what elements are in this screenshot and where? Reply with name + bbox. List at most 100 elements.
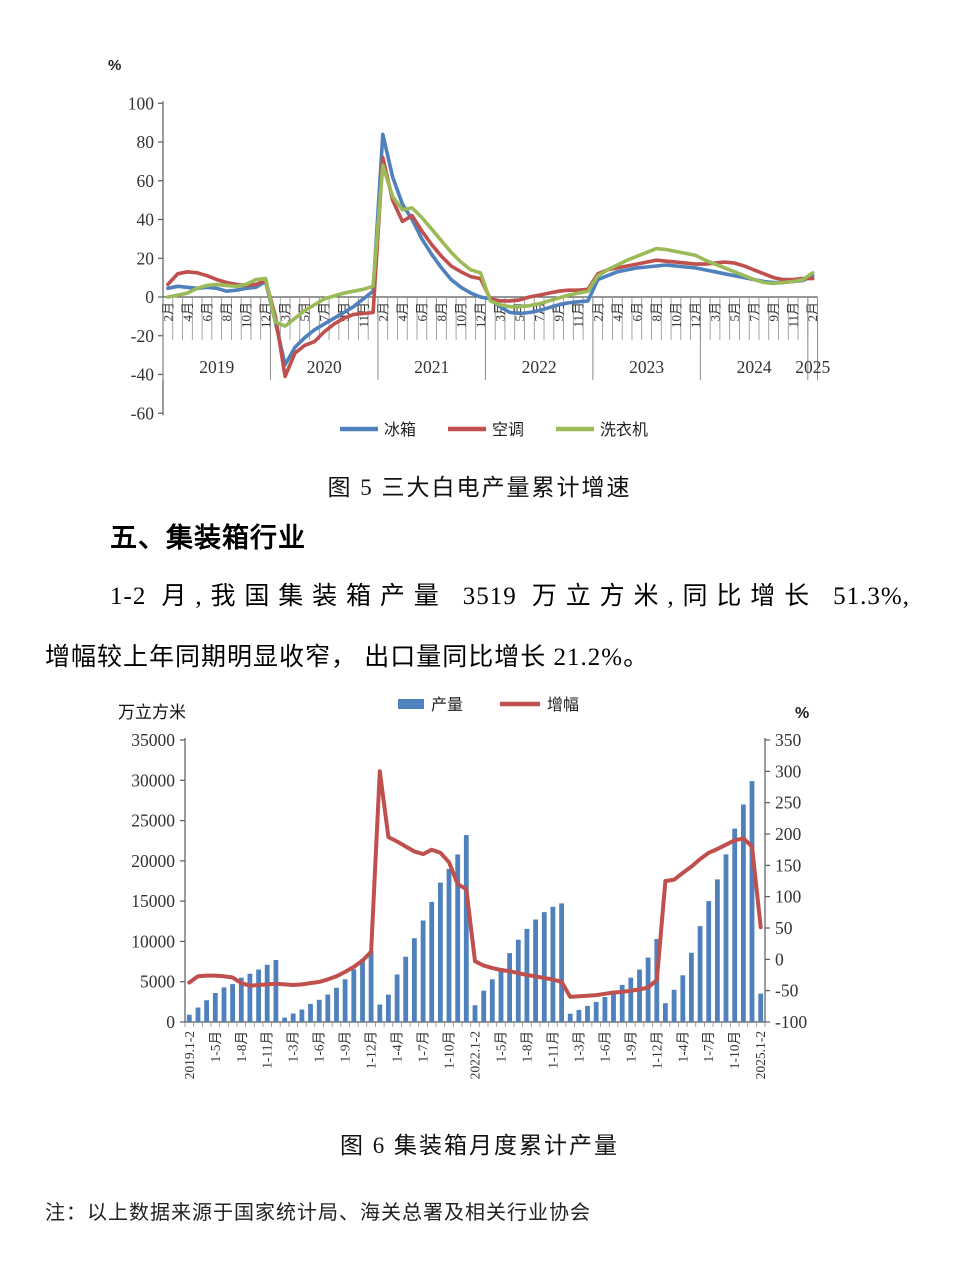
svg-text:300: 300: [775, 761, 802, 781]
bar: [368, 951, 374, 1022]
bar: [186, 1014, 192, 1022]
bar: [342, 979, 348, 1022]
bar: [515, 939, 521, 1022]
bar: [619, 984, 625, 1022]
svg-text:2025.1-2: 2025.1-2: [753, 1031, 768, 1079]
svg-text:30000: 30000: [131, 770, 175, 790]
svg-text:-20: -20: [131, 326, 155, 346]
svg-text:100: 100: [775, 887, 802, 907]
svg-text:350: 350: [775, 730, 802, 750]
svg-text:7月: 7月: [317, 302, 332, 322]
svg-text:0: 0: [166, 1012, 175, 1032]
svg-text:35000: 35000: [131, 730, 175, 750]
bar: [585, 1005, 590, 1022]
svg-text:10月: 10月: [239, 302, 254, 328]
svg-text:60: 60: [137, 171, 155, 191]
svg-text:8月: 8月: [649, 302, 664, 322]
bar: [238, 977, 244, 1022]
svg-text:1-4月: 1-4月: [390, 1031, 405, 1063]
fig6-line-growth: [187, 769, 763, 999]
bar: [247, 973, 253, 1022]
svg-text:15000: 15000: [131, 891, 175, 911]
svg-text:7月: 7月: [747, 302, 762, 322]
fig6-right-axis-unit: %: [795, 705, 809, 722]
fig6-left-axis-unit: 万立方米: [118, 703, 186, 722]
legend-label-aircon: 空调: [492, 421, 524, 439]
fig5-line-washer: [166, 163, 815, 328]
bar: [308, 1003, 313, 1022]
bar: [637, 969, 642, 1022]
svg-text:4月: 4月: [180, 302, 195, 322]
svg-text:12月: 12月: [258, 302, 273, 328]
svg-text:-50: -50: [775, 981, 799, 1001]
figure5-chart: 100 80 60 40 20 0 -20 -40 -60% 2月 4月 6月 8月 10月 12月 3月 5月…: [0, 40, 959, 460]
fig5-year-label: 2023: [629, 357, 664, 377]
fig5-year-label: 2025: [795, 357, 830, 377]
svg-text:250: 250: [775, 793, 802, 813]
bar: [567, 1013, 573, 1022]
svg-text:2月: 2月: [805, 302, 820, 322]
svg-text:1-12月: 1-12月: [649, 1031, 664, 1069]
bar: [645, 957, 651, 1022]
bar: [749, 781, 755, 1022]
svg-text:1-8月: 1-8月: [519, 1031, 534, 1063]
fig6-x-axis: 2019.1-2 1-5月 1-8月 1-11月 1-3月 1-6月 1-9月 1-12月 1-…: [182, 1021, 768, 1079]
fig5-year-label: 2019: [199, 357, 234, 377]
bar: [446, 868, 452, 1022]
svg-text:50: 50: [775, 918, 793, 938]
svg-text:1-5月: 1-5月: [493, 1031, 508, 1063]
svg-text:0: 0: [775, 949, 784, 969]
svg-text:20: 20: [137, 248, 155, 268]
svg-text:4月: 4月: [395, 302, 410, 322]
bar: [723, 854, 729, 1022]
svg-text:11月: 11月: [571, 302, 586, 328]
legend-label-growth: 增幅: [547, 696, 579, 714]
svg-text:0: 0: [145, 287, 154, 307]
bar: [706, 901, 712, 1022]
bar: [377, 1004, 383, 1022]
bar: [541, 912, 547, 1022]
svg-text:6月: 6月: [414, 302, 429, 322]
bar: [334, 987, 339, 1022]
body-paragraph-line-2: 增幅较上年同期明显收窄， 出口量同比增长 21.2%。: [45, 644, 650, 671]
fig6-legend: 产量 增幅: [398, 696, 579, 714]
bar: [472, 1005, 478, 1022]
container-production-combo-chart: 35000 30000 25000 20000 15000 10000 5000 0 万立方米 3…: [118, 696, 809, 1079]
bar: [507, 953, 512, 1022]
bar: [230, 984, 235, 1022]
svg-text:12月: 12月: [688, 302, 703, 328]
bar: [195, 1007, 201, 1022]
bar: [715, 879, 720, 1022]
bar: [559, 903, 564, 1022]
bar: [481, 990, 487, 1022]
bar: [273, 960, 279, 1022]
svg-text:1-9月: 1-9月: [338, 1031, 353, 1063]
svg-text:1-6月: 1-6月: [312, 1031, 327, 1063]
svg-text:1-3月: 1-3月: [286, 1031, 301, 1063]
svg-text:1-6月: 1-6月: [597, 1031, 612, 1063]
svg-text:1-5月: 1-5月: [208, 1031, 223, 1063]
svg-text:3月: 3月: [708, 302, 723, 322]
svg-text:1-11月: 1-11月: [545, 1031, 560, 1069]
bar: [533, 919, 538, 1022]
bar: [420, 920, 426, 1022]
bar: [316, 999, 322, 1022]
bar: [299, 1009, 305, 1022]
bar: [489, 979, 495, 1022]
bar: [212, 993, 218, 1022]
bar: [360, 959, 365, 1022]
svg-text:6月: 6月: [629, 302, 644, 322]
bar: [264, 964, 270, 1022]
svg-text:5月: 5月: [727, 302, 742, 322]
bar: [602, 997, 608, 1022]
bar: [455, 854, 461, 1022]
bar: [628, 977, 634, 1022]
legend-label-fridge: 冰箱: [384, 421, 416, 439]
svg-text:5000: 5000: [140, 972, 175, 992]
bar: [463, 835, 469, 1022]
fig5-year-label: 2024: [737, 357, 772, 377]
bar: [412, 938, 417, 1022]
fig5-line-fridge: [166, 132, 815, 367]
svg-text:200: 200: [775, 824, 802, 844]
bar: [351, 969, 357, 1022]
